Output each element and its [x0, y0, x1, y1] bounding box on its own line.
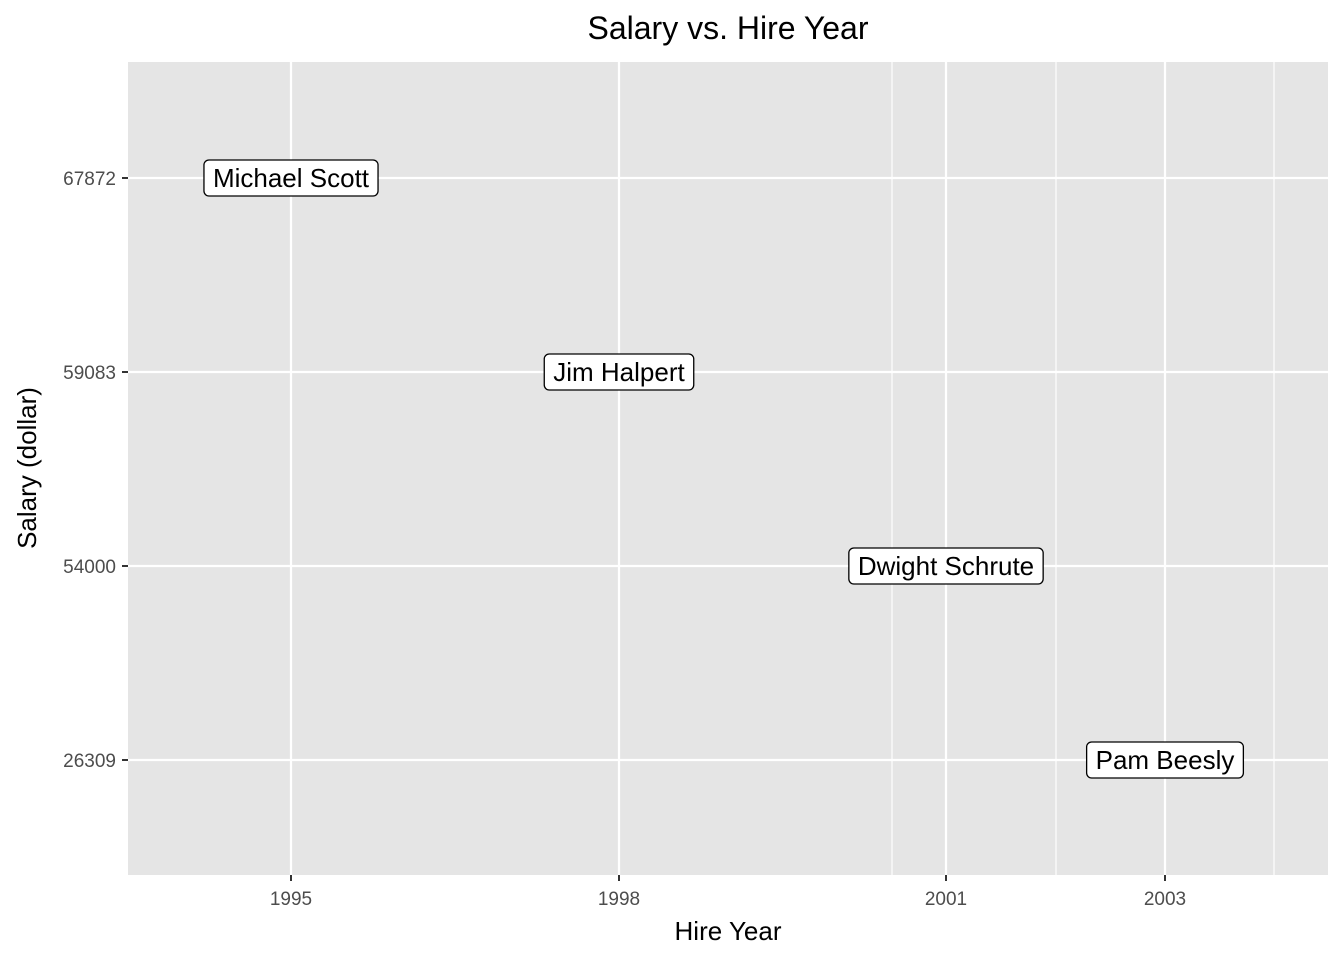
plot-panel [128, 62, 1328, 875]
data-point-label: Dwight Schrute [848, 547, 1044, 585]
y-tick-label: 54000 [63, 557, 116, 578]
point-label-box [848, 547, 1044, 585]
x-axis: 1995 1998 2001 2003 [270, 875, 1186, 910]
y-tick-label: 59083 [63, 363, 116, 384]
x-tick-label: 2001 [925, 889, 967, 910]
point-label-box [1085, 741, 1245, 779]
point-label-text: Michael Scott [213, 163, 370, 193]
y-tick-label: 67872 [63, 169, 116, 190]
minor-gridlines [891, 62, 1275, 875]
chart-title: Salary vs. Hire Year [587, 10, 868, 46]
point-label-box [203, 159, 379, 197]
y-axis: 26309 54000 59083 67872 [63, 169, 128, 772]
x-tick-label: 1998 [598, 889, 640, 910]
point-label-text: Pam Beesly [1096, 745, 1235, 775]
point-label-text: Dwight Schrute [858, 551, 1034, 581]
x-axis-title: Hire Year [675, 916, 782, 946]
data-point-label: Michael Scott [203, 159, 379, 197]
data-point-label: Jim Halpert [543, 353, 695, 391]
y-tick-label: 26309 [63, 751, 116, 772]
point-label-text: Jim Halpert [553, 357, 685, 387]
y-axis-title: Salary (dollar) [12, 387, 42, 549]
point-label-box [543, 353, 695, 391]
x-tick-label: 2003 [1144, 889, 1186, 910]
data-labels: Michael Scott Jim Halpert Dwight Schrute Pa… [203, 159, 1245, 779]
x-tick-label: 1995 [270, 889, 312, 910]
data-point-label: Pam Beesly [1085, 741, 1245, 779]
